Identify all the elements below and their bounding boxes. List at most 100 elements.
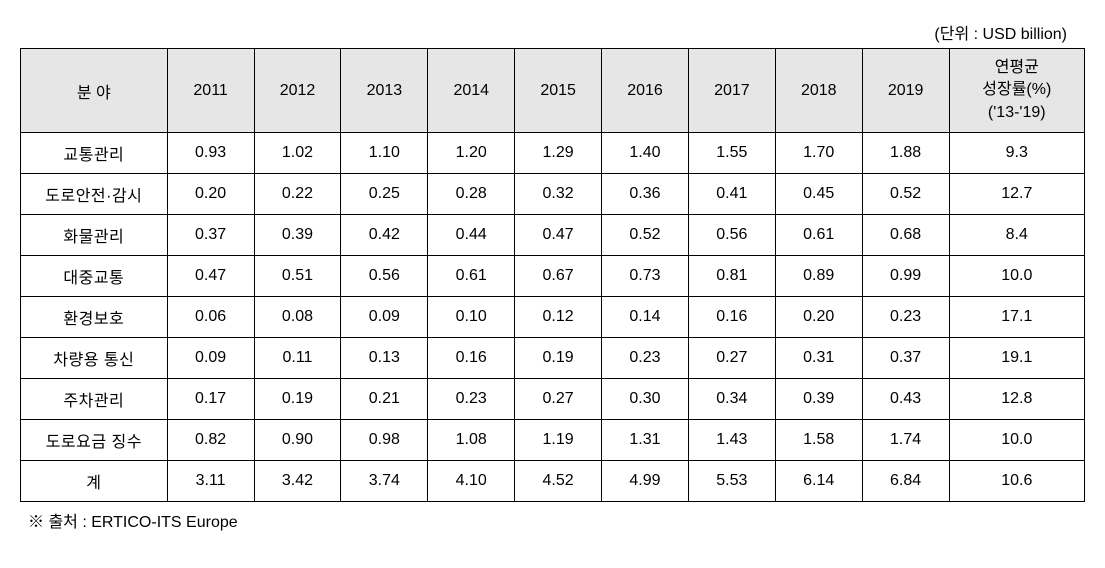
table-cell: 12.8 bbox=[949, 379, 1084, 420]
table-row: 차량용 통신0.090.110.130.160.190.230.270.310.… bbox=[21, 338, 1085, 379]
table-cell: 0.39 bbox=[254, 215, 341, 256]
col-2014: 2014 bbox=[428, 49, 515, 133]
table-cell: 0.37 bbox=[167, 215, 254, 256]
table-cell: 0.36 bbox=[602, 174, 689, 215]
table-cell: 3.11 bbox=[167, 461, 254, 502]
table-row: 교통관리0.931.021.101.201.291.401.551.701.88… bbox=[21, 133, 1085, 174]
table-cell: 0.61 bbox=[428, 256, 515, 297]
table-cell: 0.42 bbox=[341, 215, 428, 256]
table-row: 환경보호0.060.080.090.100.120.140.160.200.23… bbox=[21, 297, 1085, 338]
table-cell: 1.74 bbox=[862, 420, 949, 461]
table-cell: 1.20 bbox=[428, 133, 515, 174]
table-cell: 0.61 bbox=[775, 215, 862, 256]
table-header-row: 분 야 2011 2012 2013 2014 2015 2016 2017 2… bbox=[21, 49, 1085, 133]
table-cell: 0.52 bbox=[862, 174, 949, 215]
table-cell: 0.51 bbox=[254, 256, 341, 297]
table-cell: 4.10 bbox=[428, 461, 515, 502]
table-cell: 1.40 bbox=[602, 133, 689, 174]
table-row: 도로요금 징수0.820.900.981.081.191.311.431.581… bbox=[21, 420, 1085, 461]
table-cell: 도로요금 징수 bbox=[21, 420, 168, 461]
table-cell: 19.1 bbox=[949, 338, 1084, 379]
col-field: 분 야 bbox=[21, 49, 168, 133]
table-cell: 1.55 bbox=[688, 133, 775, 174]
table-cell: 0.20 bbox=[775, 297, 862, 338]
table-cell: 8.4 bbox=[949, 215, 1084, 256]
table-cell: 환경보호 bbox=[21, 297, 168, 338]
table-cell: 0.41 bbox=[688, 174, 775, 215]
table-cell: 0.99 bbox=[862, 256, 949, 297]
table-cell: 4.99 bbox=[602, 461, 689, 502]
table-row: 주차관리0.170.190.210.230.270.300.340.390.43… bbox=[21, 379, 1085, 420]
table-cell: 화물관리 bbox=[21, 215, 168, 256]
table-cell: 0.16 bbox=[428, 338, 515, 379]
table-cell: 0.81 bbox=[688, 256, 775, 297]
table-cell: 주차관리 bbox=[21, 379, 168, 420]
table-cell: 1.58 bbox=[775, 420, 862, 461]
table-cell: 4.52 bbox=[515, 461, 602, 502]
table-cell: 0.09 bbox=[167, 338, 254, 379]
table-cell: 0.30 bbox=[602, 379, 689, 420]
table-cell: 0.93 bbox=[167, 133, 254, 174]
table-cell: 12.7 bbox=[949, 174, 1084, 215]
table-cell: 0.25 bbox=[341, 174, 428, 215]
table-cell: 0.52 bbox=[602, 215, 689, 256]
table-cell: 1.70 bbox=[775, 133, 862, 174]
table-cell: 3.42 bbox=[254, 461, 341, 502]
table-cell: 0.31 bbox=[775, 338, 862, 379]
table-cell: 0.45 bbox=[775, 174, 862, 215]
table-cell: 5.53 bbox=[688, 461, 775, 502]
table-cell: 0.37 bbox=[862, 338, 949, 379]
table-row: 대중교통0.470.510.560.610.670.730.810.890.99… bbox=[21, 256, 1085, 297]
table-row: 도로안전·감시0.200.220.250.280.320.360.410.450… bbox=[21, 174, 1085, 215]
table-cell: 0.27 bbox=[688, 338, 775, 379]
table-cell: 0.10 bbox=[428, 297, 515, 338]
col-2011: 2011 bbox=[167, 49, 254, 133]
col-2019: 2019 bbox=[862, 49, 949, 133]
table-cell: 0.12 bbox=[515, 297, 602, 338]
table-cell: 대중교통 bbox=[21, 256, 168, 297]
table-row: 화물관리0.370.390.420.440.470.520.560.610.68… bbox=[21, 215, 1085, 256]
table-cell: 0.22 bbox=[254, 174, 341, 215]
table-cell: 0.39 bbox=[775, 379, 862, 420]
data-table: 분 야 2011 2012 2013 2014 2015 2016 2017 2… bbox=[20, 48, 1085, 502]
col-2013: 2013 bbox=[341, 49, 428, 133]
table-cell: 0.06 bbox=[167, 297, 254, 338]
table-cell: 0.09 bbox=[341, 297, 428, 338]
unit-label: (단위 : USD billion) bbox=[20, 20, 1085, 44]
table-cell: 3.74 bbox=[341, 461, 428, 502]
table-cell: 0.14 bbox=[602, 297, 689, 338]
table-cell: 0.28 bbox=[428, 174, 515, 215]
table-cell: 0.89 bbox=[775, 256, 862, 297]
table-cell: 6.14 bbox=[775, 461, 862, 502]
table-cell: 0.68 bbox=[862, 215, 949, 256]
table-cell: 0.44 bbox=[428, 215, 515, 256]
table-cell: 0.43 bbox=[862, 379, 949, 420]
table-cell: 0.17 bbox=[167, 379, 254, 420]
table-cell: 1.02 bbox=[254, 133, 341, 174]
table-cell: 9.3 bbox=[949, 133, 1084, 174]
table-cell: 1.43 bbox=[688, 420, 775, 461]
table-cell: 17.1 bbox=[949, 297, 1084, 338]
table-cell: 0.34 bbox=[688, 379, 775, 420]
col-2015: 2015 bbox=[515, 49, 602, 133]
table-cell: 10.0 bbox=[949, 420, 1084, 461]
table-cell: 0.73 bbox=[602, 256, 689, 297]
table-cell: 0.23 bbox=[602, 338, 689, 379]
table-cell: 계 bbox=[21, 461, 168, 502]
table-cell: 6.84 bbox=[862, 461, 949, 502]
table-cell: 1.31 bbox=[602, 420, 689, 461]
table-cell: 차량용 통신 bbox=[21, 338, 168, 379]
table-cell: 0.82 bbox=[167, 420, 254, 461]
table-cell: 0.27 bbox=[515, 379, 602, 420]
table-cell: 0.67 bbox=[515, 256, 602, 297]
table-cell: 0.11 bbox=[254, 338, 341, 379]
col-2018: 2018 bbox=[775, 49, 862, 133]
table-cell: 0.47 bbox=[515, 215, 602, 256]
table-cell: 0.56 bbox=[688, 215, 775, 256]
table-cell: 10.0 bbox=[949, 256, 1084, 297]
table-cell: 1.88 bbox=[862, 133, 949, 174]
table-cell: 도로안전·감시 bbox=[21, 174, 168, 215]
table-cell: 1.19 bbox=[515, 420, 602, 461]
table-cell: 0.98 bbox=[341, 420, 428, 461]
table-cell: 0.90 bbox=[254, 420, 341, 461]
